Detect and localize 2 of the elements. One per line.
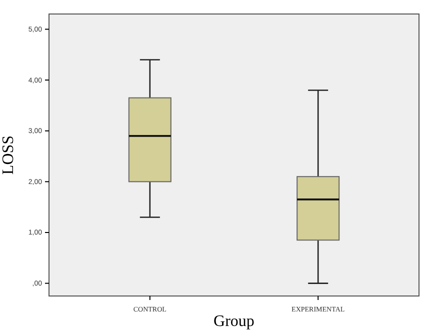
x-axis-title: Group — [214, 313, 254, 330]
y-axis-title: LOSS — [0, 135, 17, 175]
